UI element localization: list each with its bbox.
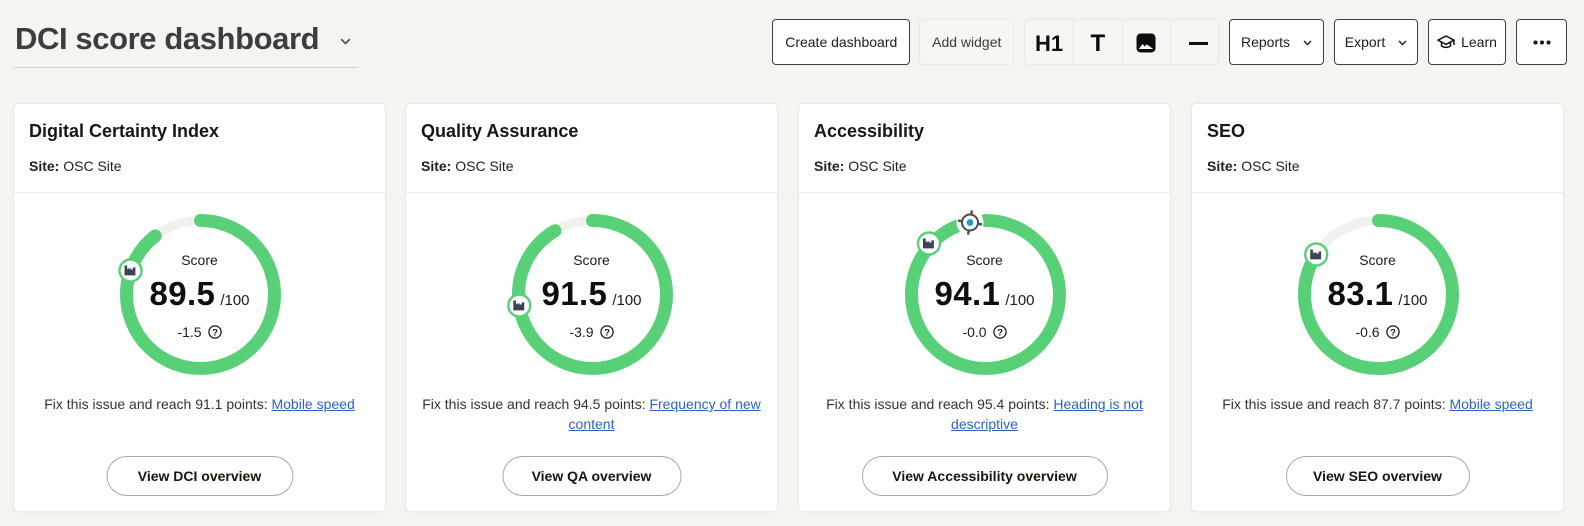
svg-text:?: ? <box>997 327 1003 338</box>
svg-text:?: ? <box>212 327 218 338</box>
svg-text:?: ? <box>1390 327 1396 338</box>
svg-text:?: ? <box>604 327 610 338</box>
